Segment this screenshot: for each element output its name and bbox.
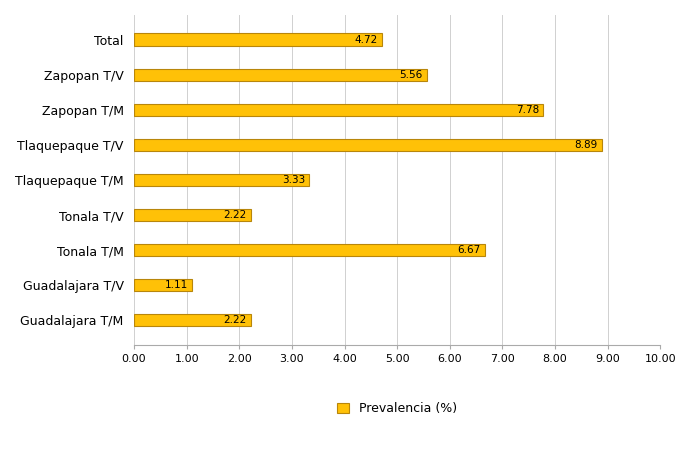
- Text: 5.56: 5.56: [399, 70, 422, 79]
- Bar: [134, 139, 602, 151]
- Text: 2.22: 2.22: [223, 210, 247, 220]
- Bar: [134, 279, 193, 292]
- Text: 2.22: 2.22: [223, 315, 247, 325]
- Text: 1.11: 1.11: [165, 280, 188, 290]
- Bar: [134, 174, 310, 186]
- Bar: [134, 33, 382, 46]
- Text: 3.33: 3.33: [282, 175, 305, 185]
- Bar: [134, 209, 251, 221]
- Text: 8.89: 8.89: [574, 140, 598, 150]
- Text: 6.67: 6.67: [457, 245, 481, 255]
- Legend: Prevalencia (%): Prevalencia (%): [332, 397, 462, 420]
- Bar: [134, 103, 543, 116]
- Text: 4.72: 4.72: [355, 35, 378, 44]
- Bar: [134, 244, 485, 256]
- Bar: [134, 314, 251, 327]
- Text: 7.78: 7.78: [516, 105, 539, 115]
- Bar: [134, 68, 426, 81]
